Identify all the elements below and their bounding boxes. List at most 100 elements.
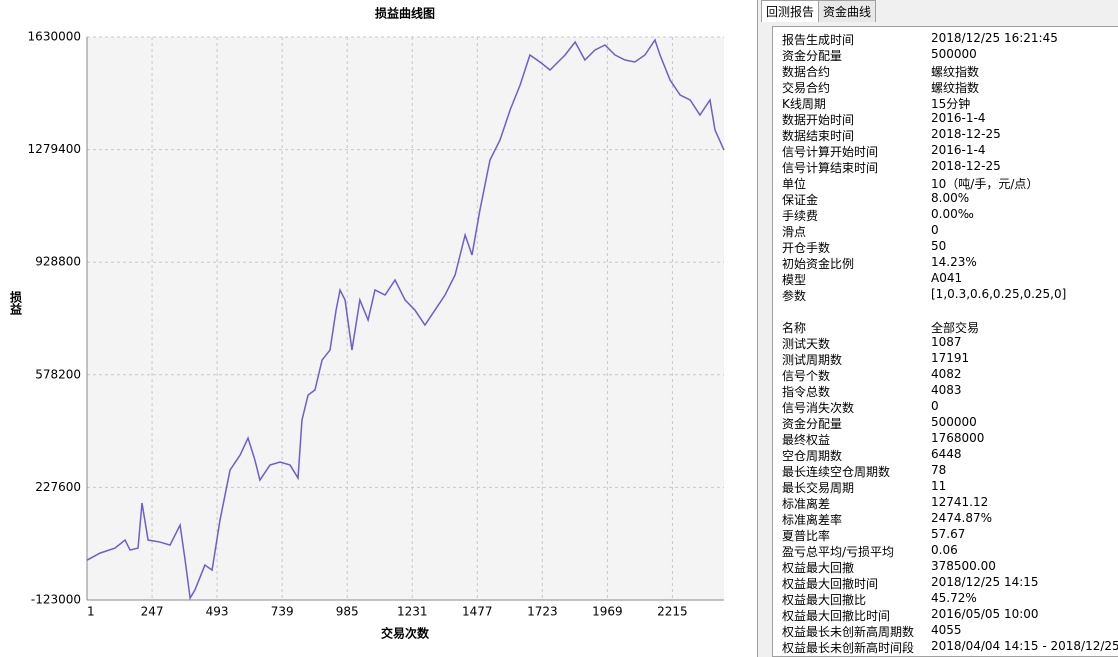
x-tick-label: 985: [336, 605, 359, 619]
row-label: 权益最长未创新高周期数: [782, 625, 915, 639]
row-value: A041: [931, 271, 963, 285]
row-label: 手续费: [782, 209, 819, 223]
report-row: 数据合约 螺纹指数: [773, 62, 1118, 79]
y-tick-label: 578200: [35, 367, 81, 381]
report-row: 信号计算结束时间 2018-12-25: [773, 158, 1118, 175]
row-value: 2016/05/05 10:00: [931, 607, 1039, 621]
report-row: 模型 A041: [773, 270, 1118, 287]
row-label: 数据合约: [782, 65, 831, 79]
row-value: 6448: [931, 447, 962, 461]
row-value: 500000: [931, 47, 977, 61]
row-value: 378500.00: [931, 559, 996, 573]
report-row: 测试天数 1087: [773, 334, 1118, 351]
row-label: 信号消失次数: [782, 401, 855, 415]
tab[interactable]: 资金曲线: [818, 0, 877, 22]
row-value: 2018-12-25: [931, 159, 1001, 173]
report-row: 名称 全部交易: [773, 318, 1118, 335]
report-row: 信号消失次数 0: [773, 398, 1118, 415]
row-value: 8.00%: [931, 191, 970, 205]
row-label: 交易合约: [782, 81, 831, 95]
row-value: 1768000: [931, 431, 985, 445]
row-value: 11: [931, 479, 947, 493]
x-tick-label: 1477: [462, 605, 493, 619]
x-tick-label: 1723: [527, 605, 558, 619]
row-label: 资金分配量: [782, 49, 843, 63]
report-row: 资金分配量 500000: [773, 46, 1118, 63]
row-label: 模型: [782, 273, 807, 287]
row-label: 最终权益: [782, 433, 831, 447]
row-value: 17191: [931, 351, 970, 365]
report-row: 开仓手数 50: [773, 238, 1118, 255]
report-row: 权益最大回撤 378500.00: [773, 558, 1118, 575]
row-value: 1087: [931, 335, 962, 349]
report-row: 夏普比率 57.67: [773, 526, 1118, 543]
row-label: 滑点: [782, 225, 807, 239]
row-label: 名称: [782, 321, 807, 335]
row-value: 全部交易: [931, 321, 980, 335]
row-value: 10（吨/手，元/点）: [931, 177, 1039, 191]
row-value: 0.00‰: [931, 207, 974, 221]
row-value: 2018-12-25: [931, 127, 1001, 141]
report-row: 最长连续空仓周期数 78: [773, 462, 1118, 479]
report-row: 报告生成时间 2018/12/25 16:21:45: [773, 30, 1118, 47]
row-value: 螺纹指数: [931, 81, 980, 95]
row-label: 盈亏总平均/亏损平均: [782, 545, 895, 559]
chart: 损益曲线图 交易次数 损益 -123000 227600 578200 928800 1…: [9, 6, 725, 641]
x-tick-label: 1231: [397, 605, 428, 619]
row-label: 信号计算结束时间: [782, 161, 879, 175]
report-row: 盈亏总平均/亏损平均 0.06: [773, 542, 1118, 559]
row-value: 0.06: [931, 543, 958, 557]
row-label: 数据结束时间: [782, 129, 855, 143]
y-tick-label: -123000: [31, 593, 81, 607]
row-value: 2016-1-4: [931, 143, 986, 157]
row-label: 测试周期数: [782, 353, 843, 367]
row-value: 12741.12: [931, 495, 989, 509]
row-value: 螺纹指数: [931, 65, 980, 79]
report-row: 手续费 0.00‰: [773, 206, 1118, 223]
row-label: 信号个数: [782, 369, 831, 383]
report-row: 权益最大回撤比时间 2016/05/05 10:00: [773, 606, 1118, 623]
row-value: 2474.87%: [931, 511, 993, 525]
row-value: 57.67: [931, 527, 966, 541]
row-value: 2016-1-4: [931, 111, 986, 125]
equity-line: [86, 38, 725, 601]
row-value: 0: [931, 399, 939, 413]
row-value: 14.23%: [931, 255, 977, 269]
row-label: 报告生成时间: [782, 33, 855, 47]
row-value: 4082: [931, 367, 962, 381]
x-tick-label: 2215: [657, 605, 688, 619]
row-value: 15分钟: [931, 97, 971, 111]
report-row: 最终权益 1768000: [773, 430, 1118, 447]
row-label: 标准离差: [782, 497, 831, 511]
report-row: 信号计算开始时间 2016-1-4: [773, 142, 1118, 159]
report-row: 权益最长未创新高周期数 4055: [773, 622, 1118, 639]
report-row: 数据开始时间 2016-1-4: [773, 110, 1118, 127]
report-table: 报告生成时间 2018/12/25 16:21:45 资金分配量 500000 数据合约…: [772, 26, 1118, 657]
plot-area: [87, 37, 724, 600]
tab[interactable]: 回测报告: [761, 0, 820, 22]
row-label: 参数: [782, 289, 807, 303]
report-panel: 回测报告 资金曲线 报告生成时间 2018/12/25 16:21:45 资金分配量 5…: [757, 0, 1118, 657]
row-label: 权益最大回撤比: [782, 593, 867, 607]
report-row: 权益最长未创新高时间段 2018/04/04 14:15 - 2018/12/25…: [773, 638, 1118, 655]
row-value: 2018/12/25 14:15: [931, 575, 1039, 589]
chart-title: 损益曲线图: [375, 6, 435, 21]
row-label: 数据开始时间: [782, 113, 855, 127]
row-label: 最长交易周期: [782, 481, 855, 495]
row-value: [1,0.3,0.6,0.25,0.25,0]: [931, 287, 1067, 301]
y-tick-label: 1630000: [28, 30, 81, 44]
row-value: 45.72%: [931, 591, 977, 605]
row-label: 开仓手数: [782, 241, 831, 255]
y-axis-label: 损益: [9, 290, 23, 316]
row-label: 权益最大回撤: [782, 561, 855, 575]
x-tick-label: 1969: [592, 605, 623, 619]
row-value: 2018/04/04 14:15 - 2018/12/25 14: [931, 639, 1118, 653]
row-label: 最长连续空仓周期数: [782, 465, 891, 479]
row-value: 78: [931, 463, 947, 477]
row-label: 标准离差率: [782, 513, 843, 527]
row-label: 空仓周期数: [782, 449, 843, 463]
report-row: 标准离差率 2474.87%: [773, 510, 1118, 527]
report-row: 单位 10（吨/手，元/点）: [773, 174, 1118, 191]
report-row: 测试周期数 17191: [773, 350, 1118, 367]
x-tick-label: 247: [141, 605, 164, 619]
